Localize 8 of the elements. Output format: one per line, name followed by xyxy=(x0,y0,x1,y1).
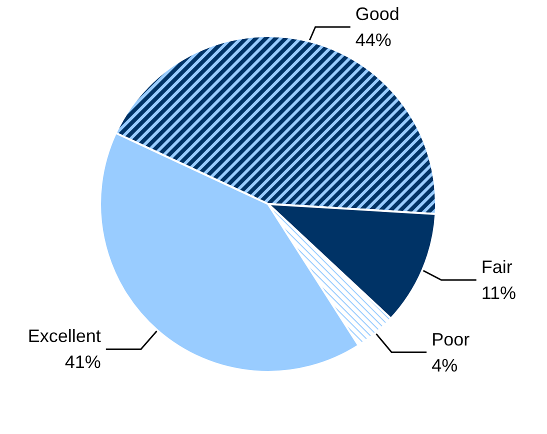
slice-label: Excellent xyxy=(28,326,101,346)
data-label: 4% xyxy=(432,355,458,376)
data-label: 44% xyxy=(355,30,392,50)
slice-label: Poor xyxy=(432,329,470,350)
slice-label: Good xyxy=(355,4,400,24)
data-label: 11% xyxy=(481,283,516,304)
slice-label: Fair xyxy=(481,257,512,278)
data-label: 41% xyxy=(64,352,101,372)
